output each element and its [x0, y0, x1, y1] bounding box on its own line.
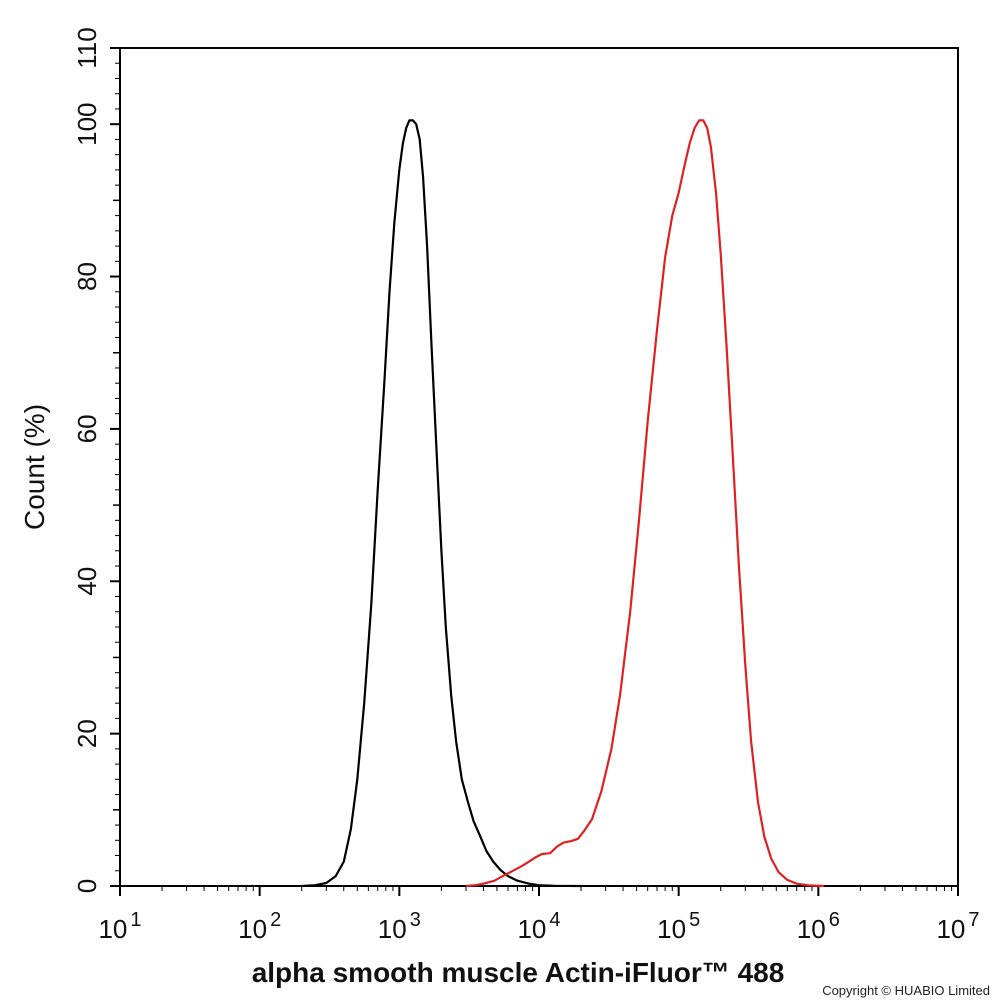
y-tick-label: 0	[72, 879, 102, 893]
y-tick-label: 80	[72, 262, 102, 291]
series-layer	[301, 119, 825, 888]
y-tick-label: 40	[72, 567, 102, 596]
copyright-notice: Copyright © HUABIO Limited	[822, 983, 990, 998]
y-tick-label: 110	[72, 27, 102, 68]
x-axis-title: alpha smooth muscle Actin-iFluor™ 488	[252, 957, 785, 988]
x-tick-label: 10 7	[936, 909, 979, 944]
y-tick-labels: 0 20 40 60 80 100 110	[72, 27, 102, 893]
x-tick-label: 10 2	[238, 909, 281, 944]
x-tick-label: 10 6	[797, 909, 840, 944]
histogram-series-2	[465, 119, 825, 888]
x-tick-labels: 10 1 10 2 10 3 10 4 10 5 10 6 10 7	[98, 909, 979, 944]
x-tick-label: 10 5	[657, 909, 700, 944]
x-tick-label: 10 4	[517, 909, 560, 944]
y-tick-label: 100	[72, 102, 102, 145]
plot-frame	[119, 47, 959, 887]
minor-ticks	[113, 62, 953, 891]
major-ticks	[110, 47, 959, 896]
y-tick-label: 20	[72, 719, 102, 748]
y-axis-title: Count (%)	[19, 404, 50, 530]
y-tick-label: 60	[72, 414, 102, 443]
x-tick-label: 10 1	[98, 909, 141, 944]
x-tick-label: 10 3	[378, 909, 421, 944]
histogram-series-1	[301, 119, 582, 888]
